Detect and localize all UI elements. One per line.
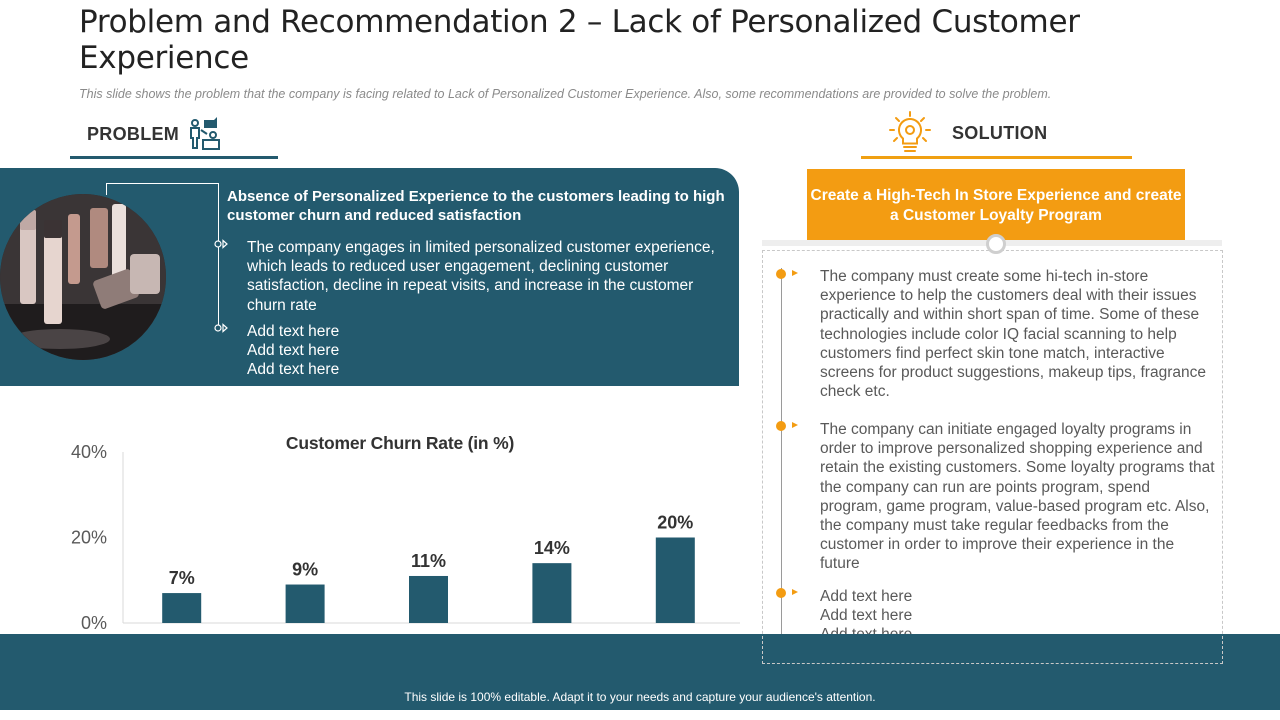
solution-ring-icon <box>986 234 1006 254</box>
solution-content: The company must create some hi-tech in-… <box>763 250 1222 634</box>
data-label: 9% <box>292 560 318 580</box>
bar-2021 <box>655 537 695 623</box>
bullet-dot-icon <box>776 421 786 431</box>
connector-line-vertical <box>218 183 219 331</box>
solution-add-text: Add text here <box>820 607 913 625</box>
data-label: 11% <box>411 551 446 571</box>
problem-bullet-text: Add text here <box>247 361 340 379</box>
churn-rate-chart: 0%20%40%7%20179%201811%201914%202020%202… <box>71 442 740 655</box>
problem-bullet-text: Add text here <box>247 342 340 360</box>
y-tick-label: 20% <box>71 528 107 548</box>
solution-add-text-list: Add text here Add text here Add text her… <box>820 587 1216 634</box>
bar-2020 <box>532 563 572 623</box>
bullet-arrow-icon <box>214 323 228 333</box>
solution-paragraph: The company must create some hi-tech in-… <box>820 268 1206 401</box>
cosmetics-photo <box>0 194 166 360</box>
data-label: 7% <box>169 568 195 588</box>
bullet-dot-icon <box>776 269 786 279</box>
problem-bullet-text: Add text here <box>247 322 340 340</box>
solution-timeline-line <box>781 268 782 634</box>
problem-label: PROBLEM <box>87 123 180 144</box>
solution-label: SOLUTION <box>952 122 1048 143</box>
connector-line-top <box>106 183 219 184</box>
solution-title-box: Create a High-Tech In Store Experience a… <box>807 169 1185 241</box>
solution-add-text: Add text here <box>820 625 1216 634</box>
bar-2019 <box>409 575 448 623</box>
slide-subtitle: This slide shows the problem that the co… <box>79 87 1052 101</box>
lightbulb-icon <box>889 111 931 152</box>
chart-title: Customer Churn Rate (in %) <box>285 433 515 453</box>
connector-line-left <box>106 183 107 195</box>
data-label: 20% <box>657 513 693 533</box>
footer-text: This slide is 100% editable. Adapt it to… <box>404 690 876 704</box>
bar-2018 <box>285 584 325 623</box>
problem-people-icon <box>190 117 221 150</box>
bullet-dot-icon <box>776 588 786 598</box>
problem-heading: Absence of Personalized Experience to th… <box>227 188 725 224</box>
bar-2017 <box>162 593 202 623</box>
bullet-arrow-icon <box>792 422 798 428</box>
solution-paragraph: The company can initiate engaged loyalty… <box>820 421 1215 573</box>
bottom-band <box>0 634 1280 710</box>
y-tick-label: 40% <box>71 442 107 462</box>
solution-add-text: Add text here <box>820 588 913 605</box>
problem-bullet-text: The company engages in limited personali… <box>247 239 715 314</box>
bullet-arrow-icon <box>792 270 798 276</box>
problem-underline <box>70 156 278 159</box>
slide-title: Problem and Recommendation 2 – Lack of P… <box>79 4 1080 76</box>
solution-header: SOLUTION <box>886 110 1047 156</box>
solution-underline <box>861 156 1132 159</box>
problem-header: PROBLEM <box>87 116 223 152</box>
bullet-arrow-icon <box>792 589 798 595</box>
bullet-arrow-icon <box>214 239 228 249</box>
y-tick-label: 0% <box>81 613 107 633</box>
data-label: 14% <box>534 538 570 558</box>
problem-bullet-list: The company engages in limited personali… <box>247 238 727 379</box>
